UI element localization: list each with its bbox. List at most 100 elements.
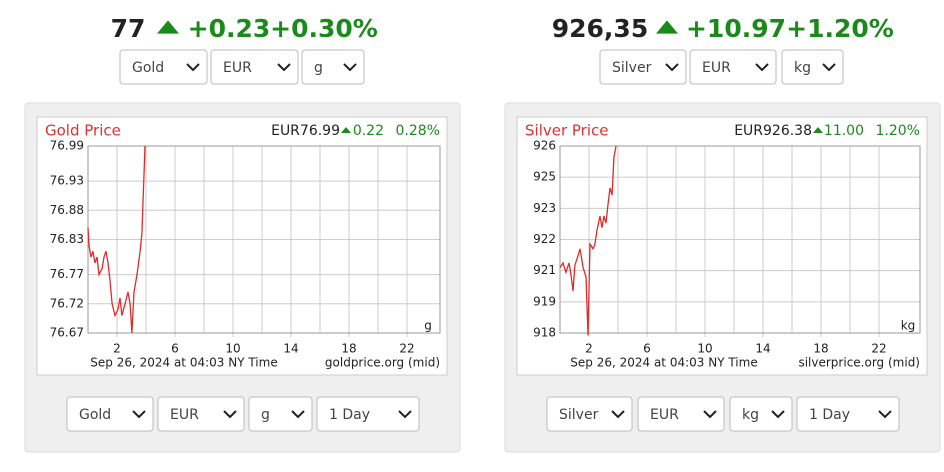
y-tick-label: 76.83	[50, 232, 84, 246]
x-tick-label: 14	[283, 342, 298, 356]
x-tick-label: 22	[871, 342, 886, 356]
dropdown[interactable]	[599, 49, 687, 85]
plot-border	[559, 145, 921, 334]
up-arrow	[813, 127, 823, 133]
dropdown-chevron	[755, 63, 769, 72]
dropdown-chevron	[277, 63, 291, 72]
y-tick-label: 919	[533, 294, 556, 308]
chart-percent: 0.28%	[396, 123, 440, 139]
dropdown-value: Gold	[132, 60, 164, 76]
dropdown[interactable]	[157, 396, 245, 432]
change: +10.97	[686, 14, 786, 43]
x-tick-label: 18	[813, 342, 828, 356]
x-tick-label: 10	[225, 342, 240, 356]
chart-change: 0.22	[353, 123, 384, 139]
dropdown[interactable]	[781, 49, 844, 85]
y-tick-label: 926	[533, 139, 556, 153]
y-tick-label: 76.88	[50, 203, 84, 217]
dropdown-chevron	[186, 63, 200, 72]
x-tick-label: 2	[113, 342, 121, 356]
dropdown-chevron	[771, 410, 785, 419]
dropdown-value: 1 Day	[809, 407, 850, 423]
x-tick-label: 6	[171, 342, 179, 356]
plot-border	[87, 145, 441, 334]
y-tick-label: 921	[533, 263, 556, 277]
dropdown[interactable]	[796, 396, 900, 432]
percent: +1.20%	[786, 14, 894, 43]
chart-frame	[516, 116, 928, 376]
dropdown-chevron	[665, 63, 679, 72]
chart-percent: 1.20%	[876, 123, 920, 139]
footer-time: Sep 26, 2024 at 04:03 NY Time	[570, 356, 757, 370]
dropdown[interactable]	[210, 49, 299, 85]
dropdown-chevron	[398, 410, 412, 419]
dropdown-value: kg	[742, 407, 759, 423]
dropdown-value: EUR	[223, 60, 252, 76]
dropdown-chevron	[223, 410, 237, 419]
x-tick-label: 18	[341, 342, 356, 356]
y-tick-label: 76.99	[50, 139, 84, 153]
y-tick-label: 923	[533, 201, 556, 215]
dropdown[interactable]	[301, 49, 365, 85]
percent: +0.30%	[270, 14, 378, 43]
y-tick-label: 918	[533, 326, 556, 340]
dropdown[interactable]	[637, 396, 725, 432]
price: 77	[111, 14, 146, 43]
price-line	[559, 145, 617, 336]
dropdown-chevron	[291, 410, 305, 419]
y-tick-label: 76.67	[50, 326, 84, 340]
up-arrow	[341, 127, 351, 133]
footer-source: silverprice.org (mid)	[798, 356, 920, 370]
y-tick-label: 76.77	[50, 267, 84, 281]
dropdown-value: kg	[794, 60, 811, 76]
dropdown-value: 1 Day	[329, 407, 370, 423]
dropdown[interactable]	[316, 396, 420, 432]
x-tick-label: 2	[585, 342, 593, 356]
chart-change: 11.00	[824, 123, 864, 139]
unit-label: kg	[901, 319, 916, 333]
x-tick-label: 6	[643, 342, 651, 356]
unit-label: g	[424, 319, 432, 333]
dropdown-chevron	[343, 63, 357, 72]
dropdown-value: EUR	[650, 407, 679, 423]
dropdown-value: g	[314, 60, 323, 76]
dropdown-value: EUR	[702, 60, 731, 76]
footer-time: Sep 26, 2024 at 04:03 NY Time	[90, 356, 277, 370]
chart-quote: EUR76.99	[271, 123, 340, 139]
dropdown-chevron	[703, 410, 717, 419]
dropdown[interactable]	[119, 49, 208, 85]
dropdown[interactable]	[689, 49, 777, 85]
dropdown[interactable]	[546, 396, 633, 432]
dropdown-chevron	[878, 410, 892, 419]
y-tick-label: 925	[533, 170, 556, 184]
chart-title: Gold Price	[45, 122, 121, 140]
dropdown-value: g	[261, 407, 270, 423]
dropdown-chevron	[822, 63, 836, 72]
y-tick-label: 76.72	[50, 296, 84, 310]
y-tick-label: 922	[533, 232, 556, 246]
chart-frame	[36, 116, 448, 376]
dropdown-value: Gold	[79, 407, 111, 423]
dropdown[interactable]	[729, 396, 793, 432]
footer-source: goldprice.org (mid)	[325, 356, 440, 370]
up-arrow	[656, 20, 678, 34]
dropdown-value: EUR	[170, 407, 199, 423]
dropdown-value: Silver	[559, 407, 599, 423]
x-tick-label: 22	[399, 342, 414, 356]
change: +0.23	[188, 14, 271, 43]
x-tick-label: 14	[755, 342, 770, 356]
dropdown-chevron	[611, 410, 625, 419]
chart-quote: EUR926.38	[734, 123, 812, 139]
dropdown-value: Silver	[612, 60, 652, 76]
price-line	[87, 145, 146, 334]
y-tick-label: 76.93	[50, 174, 84, 188]
dropdown-chevron	[132, 410, 146, 419]
x-tick-label: 10	[697, 342, 712, 356]
price: 926,35	[552, 14, 648, 43]
chart-title: Silver Price	[525, 122, 609, 140]
up-arrow	[157, 20, 179, 34]
dropdown[interactable]	[248, 396, 313, 432]
dropdown[interactable]	[66, 396, 154, 432]
